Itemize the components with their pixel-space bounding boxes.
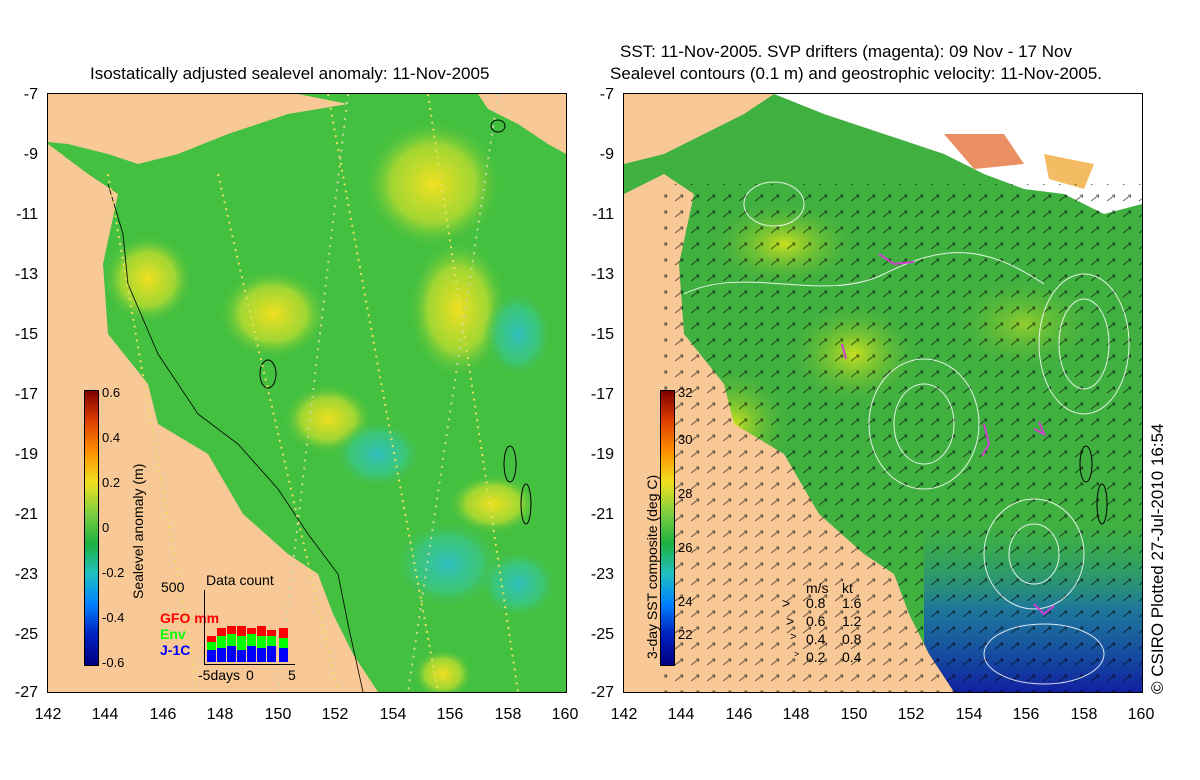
sla-tick: -0.4 bbox=[102, 610, 125, 625]
data-count-bars bbox=[207, 626, 288, 662]
sst-colorbar bbox=[660, 390, 675, 666]
vel-legend-arrow-0: > bbox=[782, 595, 791, 611]
lat-tick: -19 bbox=[590, 446, 614, 463]
sla-map-graphic bbox=[48, 94, 566, 692]
sla-tick: -0.6 bbox=[102, 655, 125, 670]
sst-colorbar-title: 3-day SST composite (deg C) bbox=[644, 474, 660, 659]
lat-tick: -11 bbox=[16, 206, 38, 223]
vel-legend-ms: 0.4 bbox=[806, 631, 826, 647]
lat-tick: -17 bbox=[590, 386, 614, 403]
lon-tick: 154 bbox=[955, 706, 983, 723]
lon-tick: 160 bbox=[551, 706, 579, 723]
lon-tick: 152 bbox=[321, 706, 349, 723]
lat-tick: -9 bbox=[599, 146, 614, 163]
left-panel-title: Isostatically adjusted sealevel anomaly:… bbox=[90, 64, 490, 83]
lat-tick: -15 bbox=[14, 326, 38, 343]
lat-tick: -21 bbox=[14, 506, 38, 523]
sst-map: 32 30 28 26 24 22 3-day SST composite (d… bbox=[623, 93, 1143, 693]
lon-tick: 142 bbox=[610, 706, 638, 723]
sst-tick: 30 bbox=[678, 432, 693, 447]
vel-legend-kt: 1.2 bbox=[842, 613, 862, 629]
sst-tick: 28 bbox=[678, 486, 693, 501]
lon-tick: 144 bbox=[667, 706, 695, 723]
lat-tick: -21 bbox=[590, 506, 614, 523]
sla-colorbar-title: Sealevel anomaly (m) bbox=[130, 463, 146, 599]
data-count-xtick: 0 bbox=[246, 667, 254, 683]
lat-tick: -13 bbox=[590, 266, 614, 283]
sla-tick: -0.2 bbox=[102, 565, 125, 580]
lon-tick: 156 bbox=[436, 706, 464, 723]
lon-tick: 150 bbox=[264, 706, 292, 723]
lat-tick: -9 bbox=[23, 146, 38, 163]
data-count-xtick: 5 bbox=[288, 667, 296, 683]
lon-tick: 156 bbox=[1012, 706, 1040, 723]
data-count-env: Env bbox=[160, 626, 186, 642]
lon-tick: 154 bbox=[379, 706, 407, 723]
vel-legend-kt: 0.8 bbox=[842, 631, 862, 647]
lon-tick: 144 bbox=[91, 706, 119, 723]
vel-legend-kt: 0.4 bbox=[842, 649, 862, 665]
vel-legend-arrow-2: > bbox=[790, 631, 797, 643]
lon-tick: 160 bbox=[1127, 706, 1155, 723]
sla-tick: 0.6 bbox=[102, 385, 121, 400]
data-count-title: Data count bbox=[206, 572, 274, 588]
lon-tick: 146 bbox=[725, 706, 753, 723]
lat-tick: -19 bbox=[14, 446, 38, 463]
sst-tick: 22 bbox=[678, 627, 693, 642]
copyright-text: © CSIRO Plotted 27-Jul-2010 16:54 bbox=[1148, 423, 1167, 694]
lat-tick: -27 bbox=[590, 684, 614, 701]
data-count-xtick: -5days bbox=[198, 667, 241, 683]
lat-tick: -7 bbox=[23, 86, 38, 103]
lon-tick: 158 bbox=[1070, 706, 1098, 723]
sst-tick: 26 bbox=[678, 540, 693, 555]
vel-legend-ms-header: m/s bbox=[806, 580, 829, 596]
sst-tick: 32 bbox=[678, 385, 693, 400]
data-count-j1c: J-1C bbox=[160, 642, 191, 658]
sst-tick: 24 bbox=[678, 594, 693, 609]
data-count-max: 500 bbox=[161, 579, 185, 595]
lat-tick: -27 bbox=[14, 684, 38, 701]
lat-tick: -25 bbox=[590, 626, 614, 643]
lon-tick: 158 bbox=[494, 706, 522, 723]
vel-legend-ms: 0.6 bbox=[806, 613, 826, 629]
lat-tick: -25 bbox=[14, 626, 38, 643]
vel-legend-arrow-1: > bbox=[786, 613, 795, 629]
vel-legend-arrow-3: > bbox=[794, 649, 800, 659]
lat-tick: -17 bbox=[14, 386, 38, 403]
sla-tick: 0.4 bbox=[102, 430, 121, 445]
lat-tick: -23 bbox=[14, 566, 38, 583]
sla-tick: 0.2 bbox=[102, 475, 121, 490]
lon-tick: 150 bbox=[840, 706, 868, 723]
lat-tick: -11 bbox=[592, 206, 614, 223]
sla-tick: 0 bbox=[102, 520, 110, 535]
lon-tick: 148 bbox=[206, 706, 234, 723]
vel-legend-kt-header: kt bbox=[842, 580, 853, 596]
sla-colorbar bbox=[84, 390, 99, 666]
vel-legend-kt: 1.6 bbox=[842, 595, 862, 611]
lat-tick: -23 bbox=[590, 566, 614, 583]
lon-tick: 148 bbox=[782, 706, 810, 723]
lon-tick: 146 bbox=[149, 706, 177, 723]
right-panel-title-line2: Sealevel contours (0.1 m) and geostrophi… bbox=[610, 64, 1102, 83]
right-panel-title-line1: SST: 11-Nov-2005. SVP drifters (magenta)… bbox=[620, 42, 1072, 61]
vel-legend-ms: 0.8 bbox=[806, 595, 826, 611]
vel-legend-ms: 0.2 bbox=[806, 649, 826, 665]
sst-map-graphic bbox=[624, 94, 1142, 692]
sla-map: 0.6 0.4 0.2 0 -0.2 -0.4 -0.6 Sealevel an… bbox=[47, 93, 567, 693]
lon-tick: 142 bbox=[34, 706, 62, 723]
lat-tick: -15 bbox=[590, 326, 614, 343]
lat-tick: -7 bbox=[599, 86, 614, 103]
lon-tick: 152 bbox=[897, 706, 925, 723]
lat-tick: -13 bbox=[14, 266, 38, 283]
data-count-box bbox=[204, 590, 295, 665]
